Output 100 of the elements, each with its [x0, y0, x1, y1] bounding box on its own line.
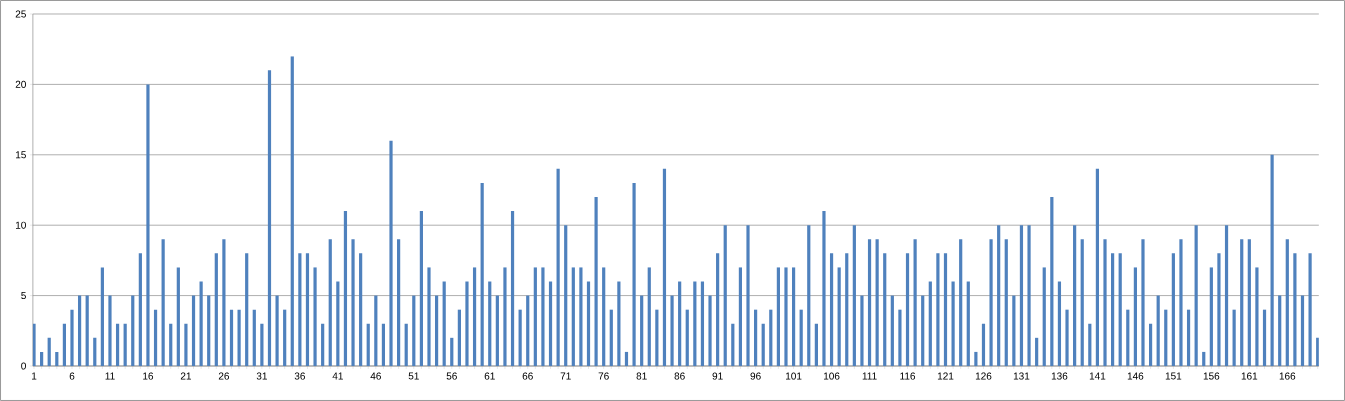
x-tick-label: 126	[975, 372, 992, 380]
bar	[252, 309, 256, 366]
bar	[860, 295, 864, 366]
bar	[222, 239, 226, 366]
bar	[708, 295, 712, 366]
bar	[381, 323, 386, 366]
bar	[951, 281, 955, 366]
bar	[754, 309, 758, 366]
bar	[647, 267, 651, 366]
x-tick-label: 51	[408, 372, 419, 380]
bar	[1232, 309, 1236, 366]
bar	[738, 267, 743, 366]
x-tick-label: 36	[294, 372, 305, 380]
bar	[1088, 323, 1092, 366]
bar	[981, 323, 986, 366]
bar	[115, 323, 120, 366]
x-tick-label: 76	[598, 372, 609, 380]
bar	[1035, 337, 1039, 366]
bar	[814, 323, 818, 366]
bar	[40, 351, 44, 366]
x-tick-label: 106	[823, 372, 840, 380]
bar	[541, 267, 545, 366]
bar	[1050, 197, 1054, 366]
bar	[108, 295, 112, 366]
bar	[374, 295, 378, 366]
bar	[283, 309, 287, 366]
bar	[1308, 253, 1312, 366]
bar	[1118, 253, 1122, 366]
bar	[131, 295, 135, 366]
bar	[655, 309, 659, 366]
x-tick-label: 21	[180, 372, 192, 380]
bar	[1240, 239, 1244, 366]
bar	[412, 295, 416, 366]
bar	[700, 281, 705, 366]
bar	[153, 309, 158, 366]
x-tick-label: 161	[1241, 372, 1258, 380]
bar	[1171, 253, 1175, 366]
x-tick-label: 6	[69, 372, 75, 380]
bar	[936, 253, 940, 366]
bar	[397, 239, 401, 366]
bar	[791, 267, 796, 366]
bar	[450, 337, 454, 366]
bar	[905, 253, 910, 366]
bar	[731, 323, 735, 366]
bar	[556, 168, 560, 366]
bar	[761, 323, 765, 366]
x-tick-label: 166	[1279, 372, 1296, 380]
bar	[1278, 295, 1282, 366]
bar	[959, 239, 963, 366]
x-tick-label: 151	[1165, 372, 1182, 380]
bar	[518, 309, 522, 366]
bar	[1065, 309, 1069, 366]
x-tick-label: 146	[1127, 372, 1144, 380]
bar	[571, 267, 575, 366]
bar	[1095, 168, 1100, 366]
bar	[586, 281, 591, 366]
bar	[723, 225, 727, 366]
bar	[913, 239, 917, 366]
x-tick-label: 46	[370, 372, 381, 380]
bar	[533, 267, 537, 366]
x-tick-label: 156	[1203, 372, 1220, 380]
bar	[1293, 253, 1297, 366]
bar	[336, 281, 340, 366]
bar	[602, 267, 606, 366]
bar	[328, 239, 332, 366]
bar	[465, 281, 469, 366]
bar	[662, 168, 667, 366]
bar	[93, 337, 97, 366]
bar	[313, 267, 317, 366]
x-tick-label: 11	[105, 372, 115, 380]
bar	[1270, 154, 1274, 366]
bar	[769, 309, 773, 366]
bar	[1300, 295, 1305, 366]
x-tick-label: 61	[484, 372, 495, 380]
bar	[564, 225, 568, 366]
y-tick-label: 25	[15, 10, 26, 18]
y-tick-label: 0	[21, 362, 26, 370]
bar	[472, 267, 477, 366]
bar	[1057, 281, 1062, 366]
bar	[852, 225, 856, 366]
bar	[138, 253, 142, 366]
bar	[943, 253, 948, 366]
bar	[678, 281, 682, 366]
bar	[351, 239, 355, 366]
bar	[1012, 295, 1016, 366]
bar	[229, 309, 234, 366]
bar	[298, 253, 302, 366]
bar	[70, 309, 74, 366]
bar	[503, 267, 507, 366]
bar	[609, 309, 613, 366]
x-tick-label: 91	[712, 372, 723, 380]
bar	[1073, 225, 1077, 366]
bar	[1156, 295, 1160, 366]
x-tick-label: 66	[522, 372, 533, 380]
bar	[875, 239, 879, 366]
bar	[632, 182, 636, 366]
bar	[1126, 309, 1130, 366]
bar	[359, 253, 363, 366]
bar	[237, 309, 241, 366]
bar	[1133, 267, 1137, 366]
